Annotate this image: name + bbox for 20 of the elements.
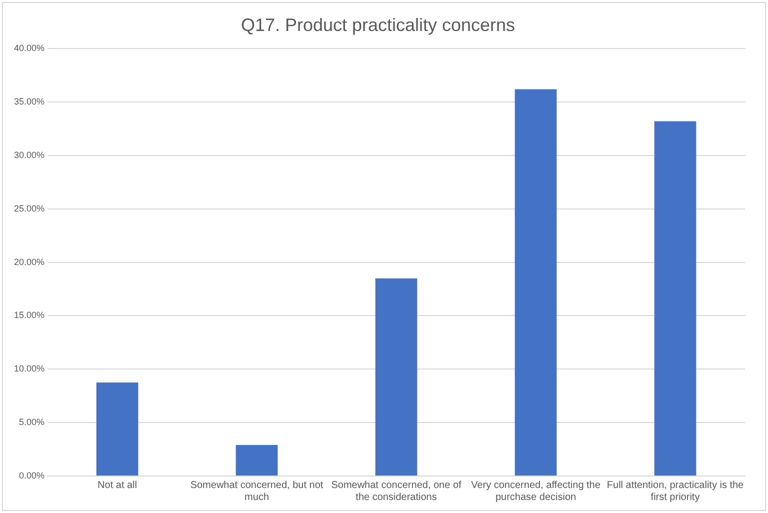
chart-title: Q17. Product practicality concerns bbox=[240, 14, 516, 35]
bar bbox=[375, 278, 418, 476]
bar bbox=[236, 445, 278, 476]
y-tick-label: 0.00% bbox=[18, 470, 45, 480]
y-tick-label: 30.00% bbox=[14, 150, 45, 160]
y-tick-label: 5.00% bbox=[18, 417, 45, 428]
x-tick-label: Somewhat concerned, one of the considerations bbox=[331, 480, 462, 503]
bar bbox=[96, 382, 138, 476]
x-tick-label: Somewhat concerned, but not much bbox=[190, 480, 324, 503]
y-tick-label: 35.00% bbox=[14, 96, 45, 107]
x-tick-label: Not at all bbox=[98, 480, 138, 491]
bar bbox=[654, 121, 696, 476]
y-tick-label: 10.00% bbox=[14, 364, 45, 374]
bar bbox=[514, 89, 557, 476]
y-tick-label: 15.00% bbox=[14, 310, 45, 320]
y-tick-label: 20.00% bbox=[14, 256, 45, 267]
y-tick-label: 25.00% bbox=[14, 203, 45, 214]
x-tick-label: Very concerned, affecting the purchase decision bbox=[471, 480, 601, 503]
y-tick-label: 40.00% bbox=[14, 43, 45, 54]
x-tick-label: Full attention, practicality is the first priority bbox=[606, 480, 744, 503]
